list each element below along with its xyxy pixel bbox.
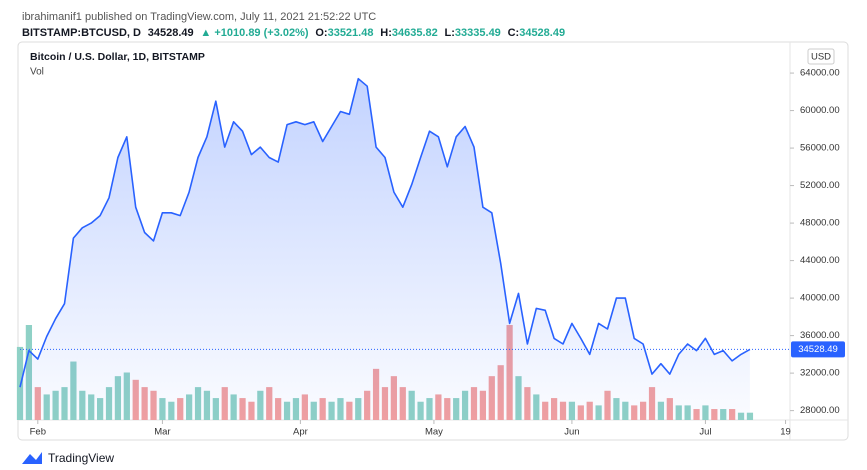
y-tick-label: 40000.00 <box>800 293 840 304</box>
y-tick-label: 56000.00 <box>800 143 840 154</box>
volume-bar <box>746 412 754 420</box>
last-price: 34528.49 <box>148 27 194 39</box>
area-fill <box>20 78 750 420</box>
symbol: BITSTAMP:BTCUSD, D <box>22 27 141 39</box>
ohlc-value: 34528.49 <box>519 27 565 39</box>
x-tick-label: Apr <box>293 427 308 438</box>
ohlc-value: 33335.49 <box>455 27 501 39</box>
y-tick-label: 36000.00 <box>800 330 840 341</box>
change: ▲ +1010.89 (+3.02%) <box>200 27 308 39</box>
x-tick-label: Jul <box>699 427 711 438</box>
ohlc-value: 34635.82 <box>392 27 438 39</box>
logo-icon <box>22 452 42 464</box>
ohlc-label: H: <box>380 27 392 39</box>
chart-frame <box>17 41 849 441</box>
y-tick-label: 48000.00 <box>800 218 840 229</box>
x-tick-label: Mar <box>154 427 170 438</box>
ohlc-value: 33521.48 <box>328 27 374 39</box>
chart-title: Bitcoin / U.S. Dollar, 1D, BITSTAMP <box>30 51 205 63</box>
ohlc-label: L: <box>445 27 455 39</box>
volume-bar <box>16 346 24 420</box>
y-tick-label: 60000.00 <box>800 105 840 116</box>
volume-legend: Vol <box>30 67 44 78</box>
currency-box[interactable] <box>807 48 835 65</box>
brand: TradingView <box>48 451 114 465</box>
last-price-tag <box>791 341 845 358</box>
y-tick-label: 64000.00 <box>800 68 840 79</box>
last-price-label: 34528.49 <box>798 344 838 355</box>
currency: USD <box>811 52 831 63</box>
price-line <box>19 77 751 388</box>
publish-header: ibrahimanif1 published on TradingView.co… <box>22 11 376 23</box>
y-tick-label: 52000.00 <box>800 180 840 191</box>
x-tick-label: May <box>425 427 443 438</box>
symbol-line: BITSTAMP:BTCUSD, D 34528.49 ▲ +1010.89 (… <box>22 27 565 39</box>
x-tick-label: Jun <box>564 427 579 438</box>
footer-logo <box>22 452 42 464</box>
y-tick-label: 28000.00 <box>800 405 840 416</box>
y-tick-label: 44000.00 <box>800 255 840 266</box>
ohlc-label: C: <box>508 27 520 39</box>
ohlc-label: O: <box>315 27 327 39</box>
x-tick-label: 19 <box>780 427 791 438</box>
y-tick-label: 32000.00 <box>800 368 840 379</box>
x-tick-label: Feb <box>30 427 46 438</box>
